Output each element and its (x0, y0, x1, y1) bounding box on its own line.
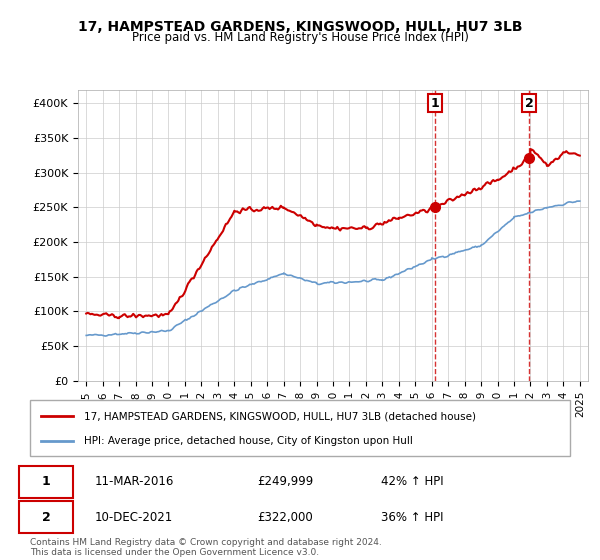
Text: 42% ↑ HPI: 42% ↑ HPI (381, 475, 443, 488)
Text: Price paid vs. HM Land Registry's House Price Index (HPI): Price paid vs. HM Land Registry's House … (131, 31, 469, 44)
Text: £322,000: £322,000 (257, 511, 313, 524)
Text: Contains HM Land Registry data © Crown copyright and database right 2024.
This d: Contains HM Land Registry data © Crown c… (30, 538, 382, 557)
Text: 17, HAMPSTEAD GARDENS, KINGSWOOD, HULL, HU7 3LB (detached house): 17, HAMPSTEAD GARDENS, KINGSWOOD, HULL, … (84, 411, 476, 421)
FancyBboxPatch shape (19, 501, 73, 533)
Text: 10-DEC-2021: 10-DEC-2021 (95, 511, 173, 524)
Text: 17, HAMPSTEAD GARDENS, KINGSWOOD, HULL, HU7 3LB: 17, HAMPSTEAD GARDENS, KINGSWOOD, HULL, … (78, 20, 522, 34)
FancyBboxPatch shape (30, 400, 570, 456)
Text: 11-MAR-2016: 11-MAR-2016 (95, 475, 174, 488)
Text: 2: 2 (42, 511, 50, 524)
Text: £249,999: £249,999 (257, 475, 313, 488)
Text: 1: 1 (42, 475, 50, 488)
FancyBboxPatch shape (19, 466, 73, 497)
Text: 36% ↑ HPI: 36% ↑ HPI (381, 511, 443, 524)
Text: HPI: Average price, detached house, City of Kingston upon Hull: HPI: Average price, detached house, City… (84, 436, 413, 446)
Text: 1: 1 (431, 97, 439, 110)
Text: 2: 2 (525, 97, 533, 110)
